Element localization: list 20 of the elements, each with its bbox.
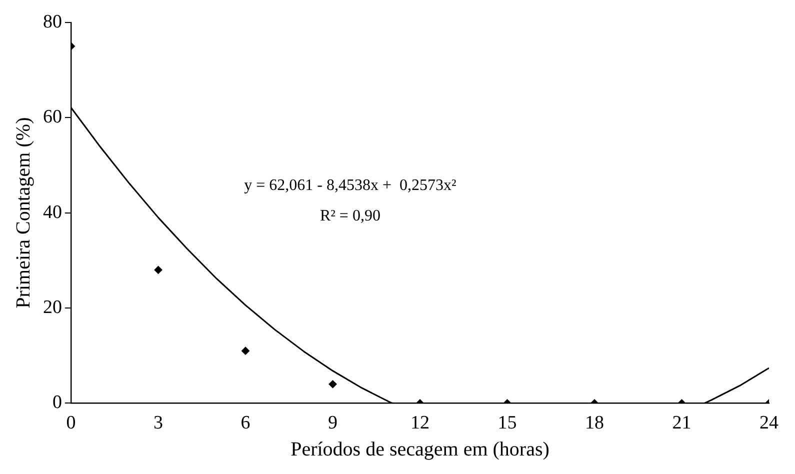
- y-axis-title: Primeira Contagem (%): [12, 117, 34, 308]
- x-tick-label: 21: [672, 412, 692, 434]
- x-tick-label: 15: [498, 412, 517, 434]
- y-tick-label: 60: [43, 106, 62, 128]
- x-tick-label: 0: [66, 412, 76, 434]
- x-tick-label: 9: [328, 412, 338, 434]
- y-tick-label: 0: [52, 392, 62, 414]
- x-tick-label: 6: [240, 412, 250, 434]
- x-tick-label: 12: [410, 412, 430, 434]
- x-tick-label: 3: [154, 412, 163, 434]
- y-tick-label: 80: [43, 11, 62, 32]
- annotation: R² = 0,90: [320, 207, 380, 224]
- point: [154, 266, 162, 274]
- y-tick-label: 20: [43, 296, 62, 318]
- annotation: y = 62,061 - 8,4538x + 0,2573x²: [244, 176, 456, 194]
- x-tick-label: 24: [760, 412, 779, 434]
- x-tick-label: 18: [585, 412, 604, 434]
- y-tick-label: 40: [43, 202, 62, 223]
- point: [242, 346, 250, 355]
- x-axis-title: Períodos de secagem em (horas): [290, 438, 550, 460]
